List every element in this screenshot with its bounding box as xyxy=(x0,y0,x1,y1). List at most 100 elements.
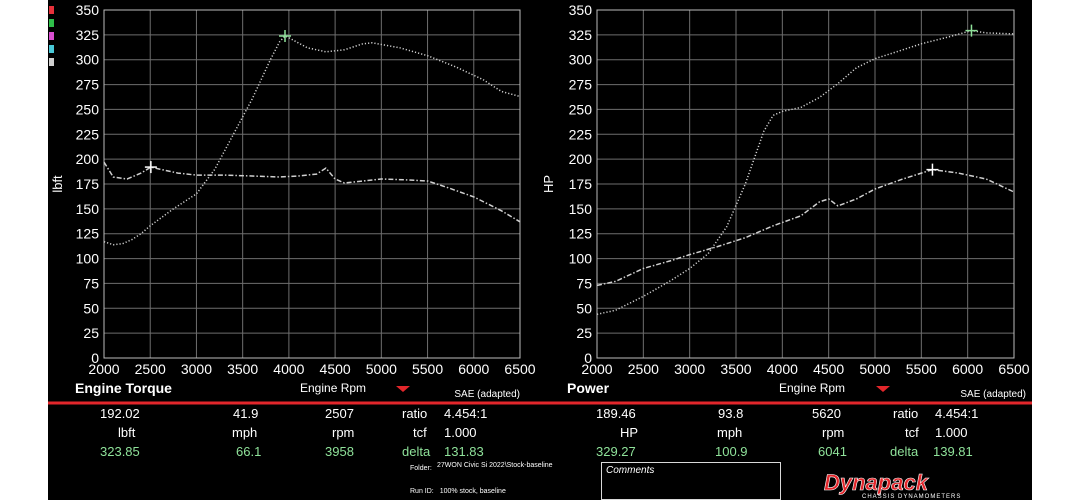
power-x-tick-label: 4000 xyxy=(767,361,798,377)
power-y-tick-label: 275 xyxy=(569,77,593,93)
comments-label: Comments xyxy=(606,465,655,476)
torque-x-tick-label: 4000 xyxy=(273,361,304,377)
torque-x-tick-label: 4500 xyxy=(320,361,351,377)
torque-y-tick-label: 100 xyxy=(76,251,100,267)
left-peak-torque: 323.85 xyxy=(100,444,140,459)
left-tcf-value: 1.000 xyxy=(444,425,477,440)
torque-y-tick-label: 175 xyxy=(76,176,100,192)
power-x-tick-label: 6500 xyxy=(998,361,1029,377)
folder-label: Folder: xyxy=(410,465,432,472)
torque-x-tick-label: 3500 xyxy=(227,361,258,377)
folder-value: 27WON Civic Si 2022\Stock-baseline xyxy=(437,462,553,469)
power-x-axis-label: Engine Rpm xyxy=(779,381,845,395)
left-value-mph: 41.9 xyxy=(233,406,259,421)
torque-x-tick-label: 5000 xyxy=(366,361,397,377)
torque-series-2-line xyxy=(103,161,521,223)
power-cursor-marker-2 xyxy=(926,163,939,176)
right-peak-mph: 100.9 xyxy=(715,444,748,459)
torque-cursor-marker-2 xyxy=(144,161,157,174)
power-correction-note: SAE (adapted) xyxy=(960,389,1026,400)
torque-y-tick-label: 325 xyxy=(76,27,100,43)
power-y-tick-label: 300 xyxy=(569,52,593,68)
torque-y-tick-label: 125 xyxy=(76,226,100,242)
power-y-tick-label: 25 xyxy=(576,325,592,341)
color-swatch-magenta[interactable] xyxy=(49,32,54,40)
right-value-mph: 93.8 xyxy=(718,406,744,421)
right-ratio-value: 4.454:1 xyxy=(935,406,979,421)
power-x-tick-label: 2500 xyxy=(628,361,659,377)
color-swatch-cyan[interactable] xyxy=(49,45,54,53)
right-tcf-value: 1.000 xyxy=(935,425,968,440)
power-y-tick-label: 75 xyxy=(576,275,592,291)
torque-axis-dropdown-icon[interactable] xyxy=(396,386,410,392)
power-y-axis-label: HP xyxy=(541,175,556,193)
torque-x-axis-label: Engine Rpm xyxy=(300,381,366,395)
color-swatch-white[interactable] xyxy=(49,58,54,66)
torque-x-tick-label: 2500 xyxy=(135,361,166,377)
power-x-tick-label: 3000 xyxy=(674,361,705,377)
torque-y-tick-label: 275 xyxy=(76,77,100,93)
left-value-rpm: 2507 xyxy=(325,406,354,421)
left-value-torque: 192.02 xyxy=(100,406,140,421)
power-y-tick-label: 200 xyxy=(569,151,593,167)
torque-y-tick-label: 250 xyxy=(76,101,100,117)
power-chart-title: Power xyxy=(567,380,610,396)
power-y-tick-label: 0 xyxy=(584,350,592,366)
power-x-tick-label: 6000 xyxy=(952,361,983,377)
power-series-2-line xyxy=(596,168,1015,287)
power-x-tick-label: 4500 xyxy=(813,361,844,377)
torque-y-axis-label: lbft xyxy=(50,175,65,193)
torque-plot-frame xyxy=(103,9,521,359)
left-unit-mph: mph xyxy=(232,425,258,440)
power-x-tick-label: 2000 xyxy=(581,361,612,377)
torque-y-tick-label: 300 xyxy=(76,52,100,68)
torque-x-tick-label: 6500 xyxy=(504,361,535,377)
right-unit-rpm: rpm xyxy=(822,425,845,440)
power-plot-frame xyxy=(596,9,1015,359)
color-swatch-green[interactable] xyxy=(49,19,54,27)
run-id-value: 100% stock, baseline xyxy=(439,488,506,495)
torque-correction-note: SAE (adapted) xyxy=(454,389,520,400)
dyno-panel xyxy=(48,0,1032,500)
power-y-tick-label: 150 xyxy=(569,201,593,217)
left-unit-torque: lbft xyxy=(118,425,136,440)
torque-x-tick-label: 2000 xyxy=(88,361,119,377)
color-swatch-red[interactable] xyxy=(49,6,54,14)
right-delta-value: 139.81 xyxy=(933,444,973,459)
torque-y-tick-label: 75 xyxy=(83,275,99,291)
torque-y-tick-label: 150 xyxy=(76,201,100,217)
power-cursor-marker-1 xyxy=(965,24,978,37)
power-y-tick-label: 350 xyxy=(569,2,593,18)
right-unit-power: HP xyxy=(620,425,639,440)
svg-text:CHASSIS DYNAMOMETERS: CHASSIS DYNAMOMETERS xyxy=(862,494,961,500)
torque-x-tick-label: 5500 xyxy=(412,361,443,377)
left-unit-rpm: rpm xyxy=(332,425,355,440)
torque-chart: 2000 2500 3000 3500 4000 4500 5000 5500 6000 6500… xyxy=(50,2,536,400)
torque-cursor-marker-1 xyxy=(279,30,292,43)
run-id-info: Run ID: 100% stock, baseline xyxy=(410,488,506,495)
torque-y-tick-label: 0 xyxy=(91,350,99,366)
power-y-tick-label: 100 xyxy=(569,251,593,267)
power-axis-dropdown-icon[interactable] xyxy=(876,386,890,392)
folder-info: Folder: 27WON Civic Si 2022\Stock-baseli… xyxy=(410,462,553,472)
torque-y-tick-label: 350 xyxy=(76,2,100,18)
comments-box[interactable]: Comments xyxy=(601,462,781,500)
torque-y-tick-label: 200 xyxy=(76,151,100,167)
torque-y-tick-label: 50 xyxy=(83,300,99,316)
right-unit-mph: mph xyxy=(717,425,743,440)
power-chart: 2000 2500 3000 3500 4000 4500 5000 5500 6000 6500… xyxy=(541,2,1030,400)
svg-text:Dynapack: Dynapack xyxy=(824,470,930,495)
torque-y-tick-label: 225 xyxy=(76,126,100,142)
power-x-tick-label: 3500 xyxy=(720,361,751,377)
power-y-tick-label: 125 xyxy=(569,226,593,242)
torque-x-tick-label: 6000 xyxy=(458,361,489,377)
right-peak-rpm: 6041 xyxy=(818,444,847,459)
right-value-power: 189.46 xyxy=(596,406,636,421)
power-y-tick-label: 225 xyxy=(569,126,593,142)
left-delta-value: 131.83 xyxy=(444,444,484,459)
power-x-tick-label: 5000 xyxy=(859,361,890,377)
left-ratio-label: ratio xyxy=(402,406,428,421)
left-ratio-value: 4.454:1 xyxy=(444,406,488,421)
left-tcf-label: tcf xyxy=(413,425,427,440)
